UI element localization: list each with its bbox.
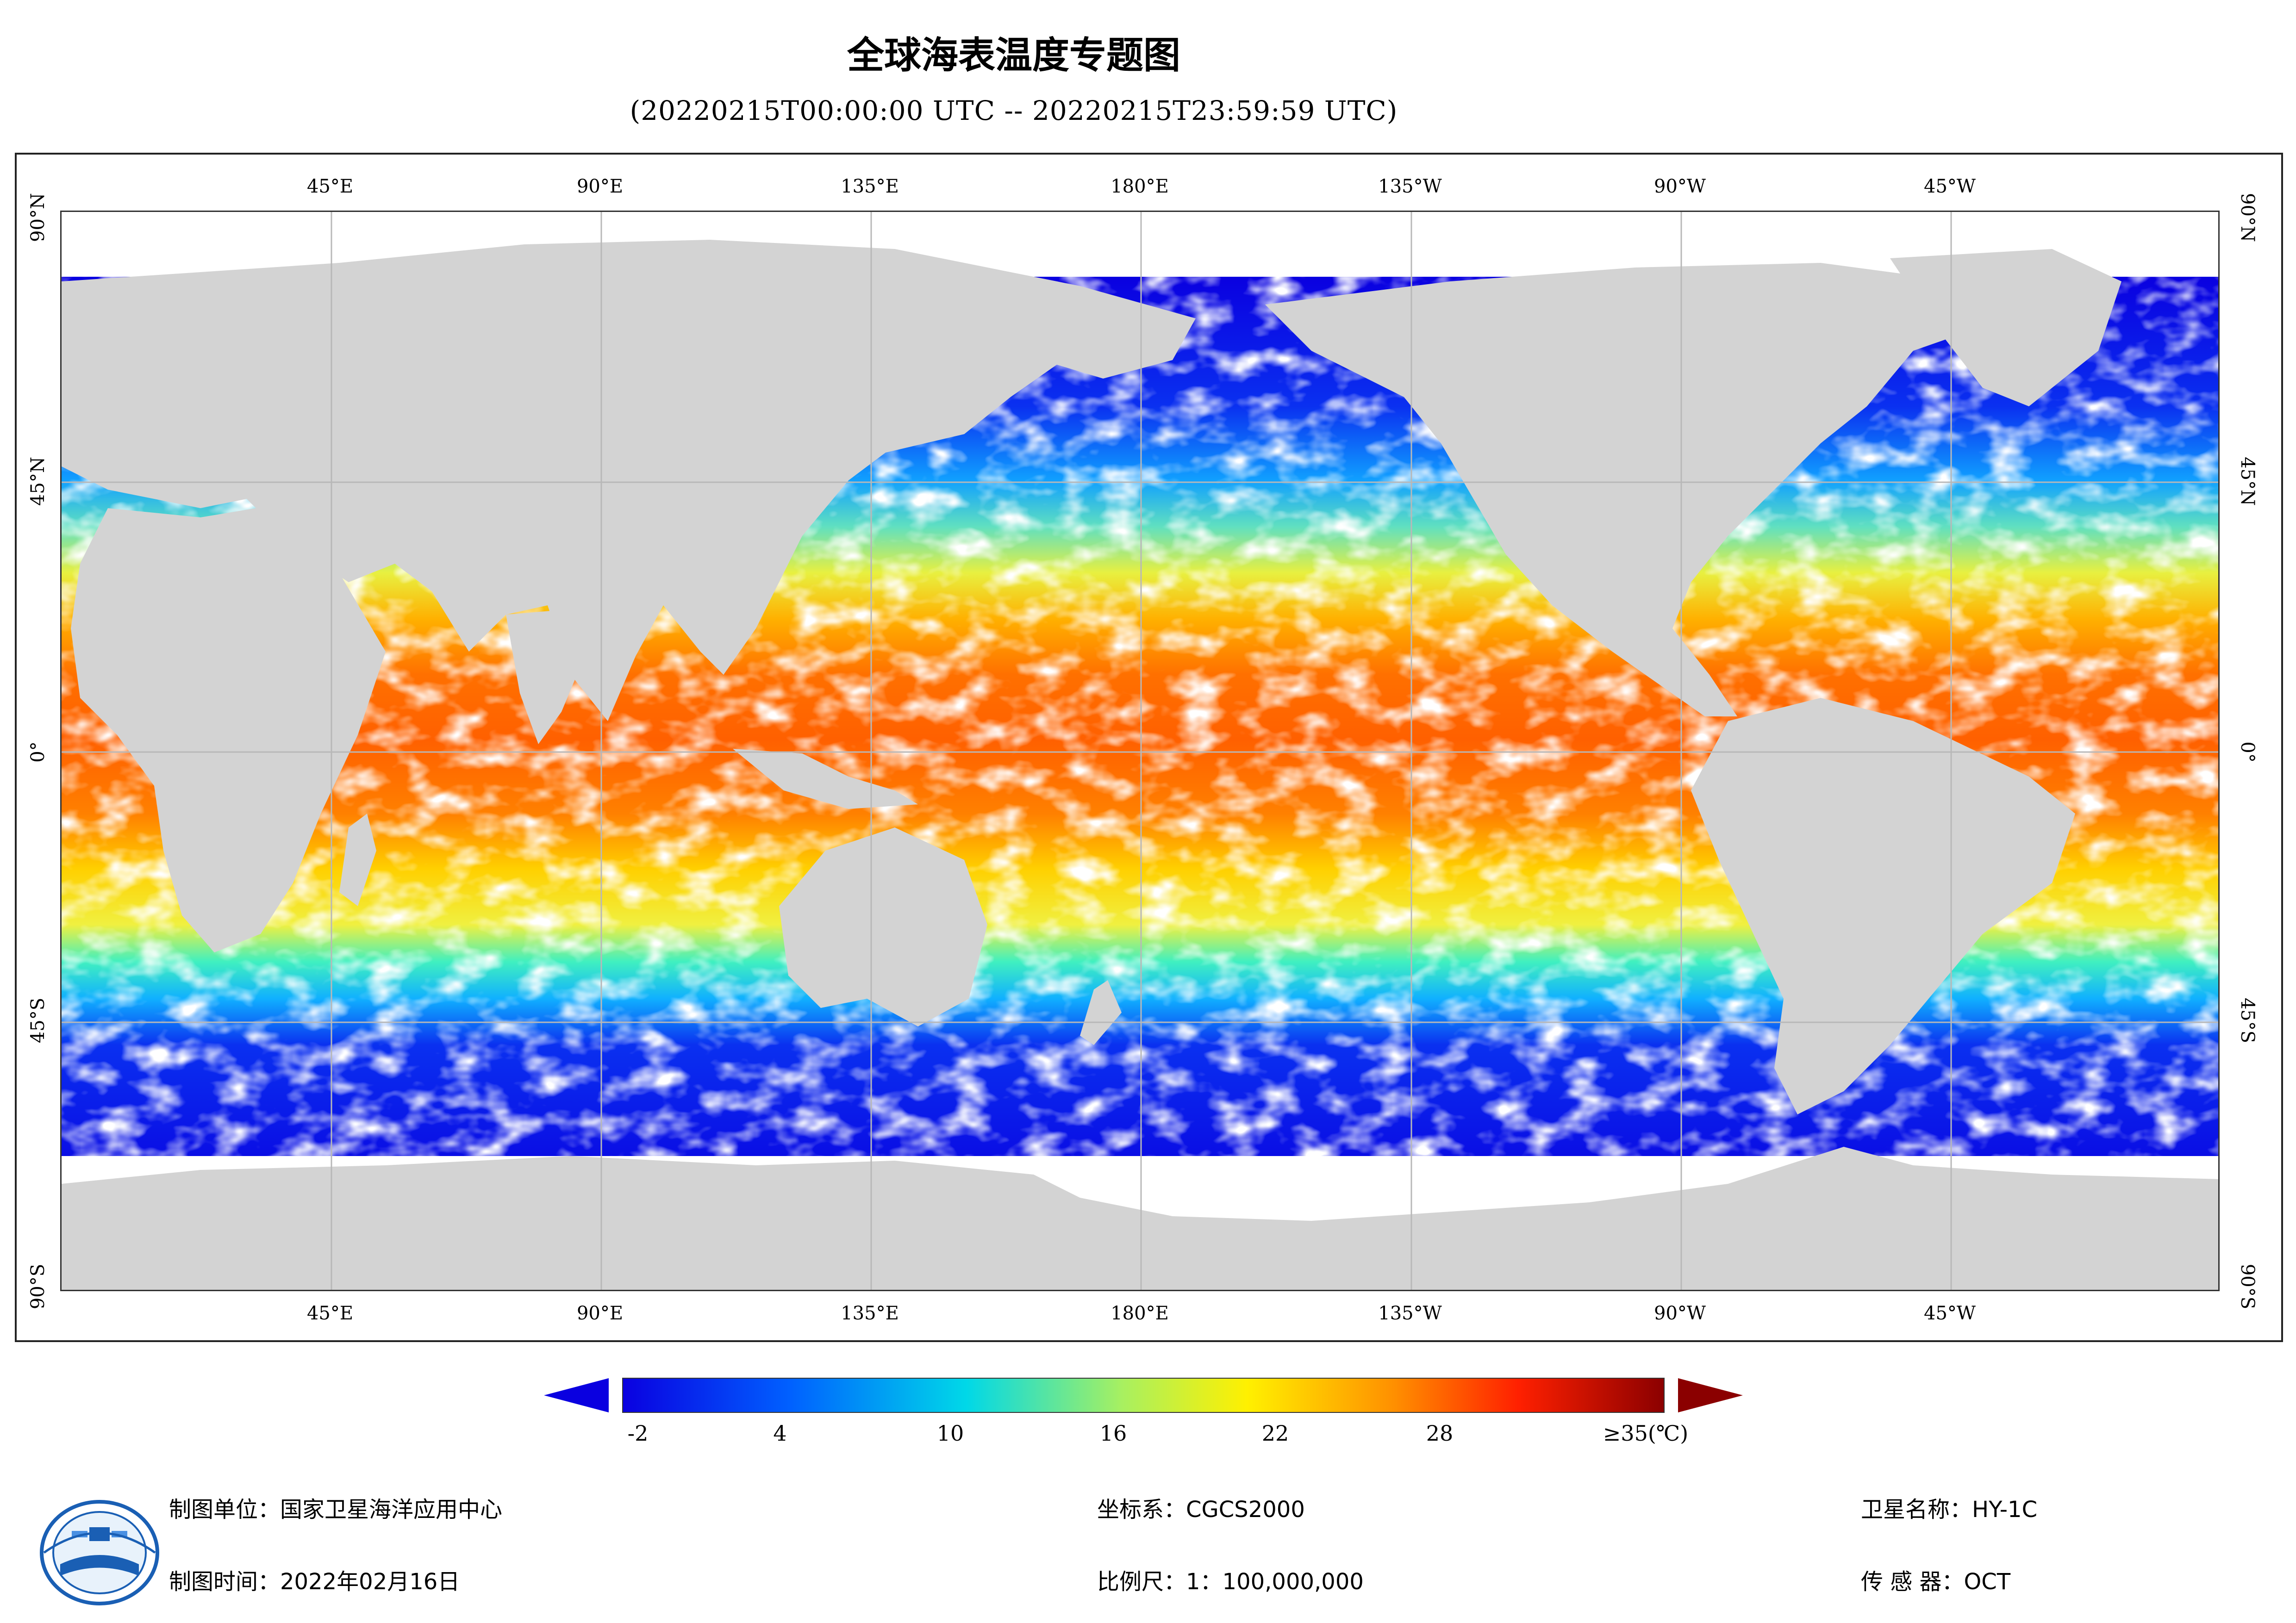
lon-label-bottom-45w: 45°W xyxy=(1923,1303,1976,1324)
footer-date: 制图时间：2022年02月16日 xyxy=(169,1569,460,1595)
eurasia-land xyxy=(62,240,1196,721)
colorbar-tick-35: ≥35(℃) xyxy=(1603,1421,1689,1446)
colorbar-tick-4: 4 xyxy=(773,1421,787,1446)
lat-label-left-90s: 90°S xyxy=(27,1263,49,1310)
lon-label-bottom-135w: 135°W xyxy=(1378,1303,1442,1324)
lat-label-left-45s: 45°S xyxy=(27,997,49,1044)
sst-map-graphic xyxy=(62,212,2218,1290)
lat-label-right-0: 0° xyxy=(2237,741,2258,763)
madagascar-land xyxy=(339,814,376,906)
new-zealand-land xyxy=(1080,980,1122,1045)
colorbar-tick-10: 10 xyxy=(936,1421,964,1446)
lon-label-top-90e: 90°E xyxy=(576,176,624,197)
graticule xyxy=(62,212,2218,1290)
sst-colorbar xyxy=(544,1378,1743,1413)
footer-crs: 坐标系：CGCS2000 xyxy=(1097,1497,1305,1523)
sst-map xyxy=(60,211,2220,1291)
lon-label-top-135w: 135°W xyxy=(1378,176,1442,197)
map-title: 全球海表温度专题图 xyxy=(847,34,1180,77)
lat-label-left-90n: 90°N xyxy=(27,193,49,242)
colorbar-under-arrow xyxy=(544,1378,609,1412)
lat-label-right-90s: 90°S xyxy=(2237,1263,2258,1310)
nsoas-logo xyxy=(40,1500,159,1605)
australia-land xyxy=(779,827,987,1026)
greenland-land xyxy=(1890,249,2121,406)
lon-label-top-90w: 90°W xyxy=(1653,176,1706,197)
map-frame xyxy=(15,153,2283,1342)
lon-label-bottom-90e: 90°E xyxy=(576,1303,624,1324)
lon-label-bottom-135e: 135°E xyxy=(841,1303,899,1324)
time-range-subtitle: (20220215T00:00:00 UTC -- 20220215T23:59… xyxy=(630,95,1398,126)
footer-scale: 比例尺：1：100,000,000 xyxy=(1097,1569,1364,1595)
lat-label-left-0: 0° xyxy=(27,741,49,763)
africa-land xyxy=(71,508,386,952)
south-america-land xyxy=(1691,698,2075,1114)
lat-label-right-90n: 90°N xyxy=(2237,193,2258,242)
north-america-land xyxy=(1265,263,2006,716)
colorbar-ramp xyxy=(622,1378,1665,1413)
lat-label-right-45n: 45°N xyxy=(2237,457,2258,506)
footer-sensor: 传 感 器：OCT xyxy=(1861,1569,2011,1595)
lon-label-top-45e: 45°E xyxy=(306,176,354,197)
lon-label-bottom-45e: 45°E xyxy=(306,1303,354,1324)
lon-label-top-45w: 45°W xyxy=(1923,176,1976,197)
colorbar-tick-22: 22 xyxy=(1261,1421,1289,1446)
lat-label-left-45n: 45°N xyxy=(27,457,49,506)
lon-label-top-180e: 180°E xyxy=(1111,176,1169,197)
india-land xyxy=(506,610,585,744)
colorbar-tick-minus2: -2 xyxy=(627,1421,649,1446)
lat-label-right-45s: 45°S xyxy=(2237,997,2258,1044)
lon-label-top-135e: 135°E xyxy=(841,176,899,197)
footer-satellite: 卫星名称：HY-1C xyxy=(1861,1497,2038,1523)
footer-org: 制图单位：国家卫星海洋应用中心 xyxy=(169,1497,503,1523)
colorbar-tick-28: 28 xyxy=(1426,1421,1454,1446)
colorbar-over-arrow xyxy=(1678,1378,1743,1412)
lon-label-bottom-180e: 180°E xyxy=(1111,1303,1169,1324)
lon-label-bottom-90w: 90°W xyxy=(1653,1303,1706,1324)
colorbar-tick-16: 16 xyxy=(1099,1421,1127,1446)
